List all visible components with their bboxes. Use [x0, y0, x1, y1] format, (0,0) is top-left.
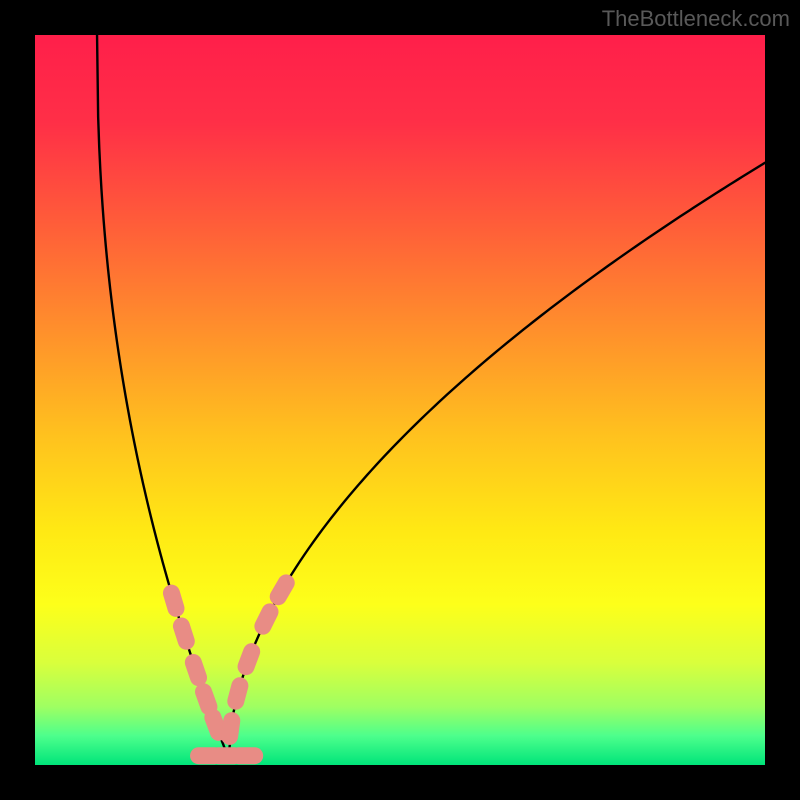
- chart-root: TheBottleneck.com: [0, 0, 800, 800]
- marker-left-0: [171, 593, 176, 608]
- marker-right-2: [246, 652, 252, 667]
- bottleneck-chart: [0, 0, 800, 800]
- marker-left-1: [181, 626, 186, 641]
- marker-right-4: [230, 721, 232, 737]
- marker-left-2: [193, 663, 198, 678]
- marker-right-0: [278, 583, 286, 597]
- attribution-text: TheBottleneck.com: [602, 6, 790, 32]
- marker-right-1: [263, 612, 270, 626]
- marker-left-4: [213, 717, 219, 732]
- marker-left-3: [203, 692, 208, 707]
- plot-background: [35, 35, 765, 765]
- marker-right-3: [236, 686, 240, 701]
